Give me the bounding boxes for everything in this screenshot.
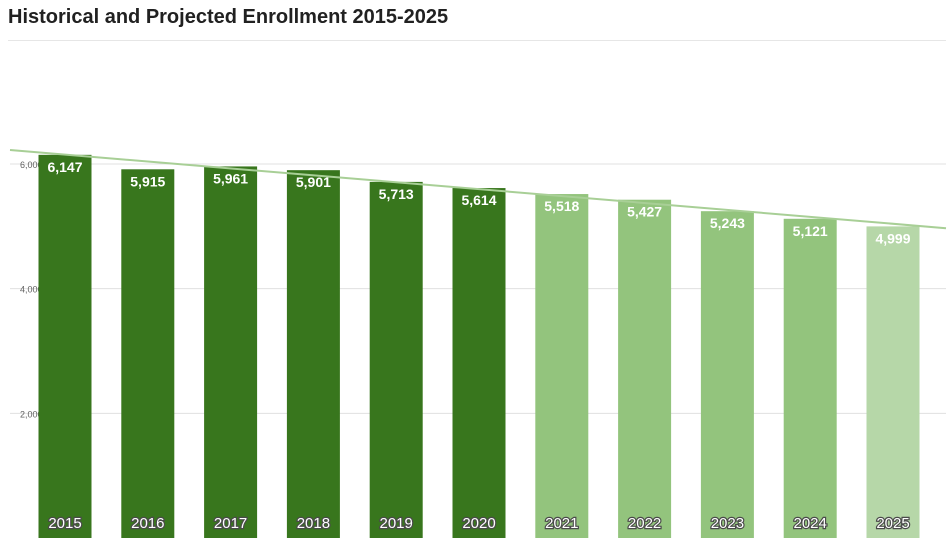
category-label: 2016 bbox=[131, 515, 164, 532]
category-label: 2015 bbox=[48, 515, 81, 532]
value-label: 5,713 bbox=[379, 186, 414, 202]
value-label: 5,243 bbox=[710, 215, 745, 231]
category-label: 2023 bbox=[711, 515, 744, 532]
value-label: 4,999 bbox=[875, 230, 910, 246]
y-tick-label: 6,000 bbox=[20, 160, 43, 170]
category-label: 2018 bbox=[297, 515, 330, 532]
category-label: 2025 bbox=[876, 515, 909, 532]
bar-2021 bbox=[535, 194, 589, 538]
y-tick-label: 4,000 bbox=[20, 285, 43, 295]
category-label: 2022 bbox=[628, 515, 661, 532]
value-label: 5,518 bbox=[544, 198, 579, 214]
y-tick-label: 2,000 bbox=[20, 409, 43, 419]
value-label: 5,614 bbox=[461, 192, 496, 208]
bar-2024 bbox=[783, 218, 837, 538]
bar-2015 bbox=[38, 154, 92, 538]
bar-2020 bbox=[452, 188, 506, 538]
value-label: 5,961 bbox=[213, 170, 248, 186]
value-label: 5,121 bbox=[793, 223, 828, 239]
value-label: 5,901 bbox=[296, 174, 331, 190]
value-label: 6,147 bbox=[47, 159, 82, 175]
trendline-layer bbox=[9, 148, 947, 230]
value-label: 5,427 bbox=[627, 204, 662, 220]
value-label: 5,915 bbox=[130, 173, 165, 189]
bars bbox=[38, 154, 920, 539]
category-label: 2017 bbox=[214, 515, 247, 532]
chart-title: Historical and Projected Enrollment 2015… bbox=[8, 6, 449, 28]
bar-2017 bbox=[204, 166, 258, 538]
bar-2018 bbox=[286, 170, 340, 538]
bar-2023 bbox=[700, 211, 754, 538]
bar-2016 bbox=[121, 169, 175, 538]
labels: 6,147 2015 5,915 2016 5,961 2017 5,901 2018 5,71… bbox=[47, 159, 911, 533]
bar-2019 bbox=[369, 181, 423, 539]
bar-2025 bbox=[866, 226, 920, 538]
category-label: 2024 bbox=[794, 515, 827, 532]
trendline bbox=[9, 148, 947, 230]
category-label: 2020 bbox=[462, 515, 495, 532]
category-label: 2021 bbox=[545, 515, 578, 532]
category-label: 2019 bbox=[380, 515, 413, 532]
y-axis-ticks: 2,000 4,000 6,000 bbox=[20, 160, 43, 419]
title-divider bbox=[8, 40, 946, 41]
bar-2022 bbox=[618, 199, 672, 539]
